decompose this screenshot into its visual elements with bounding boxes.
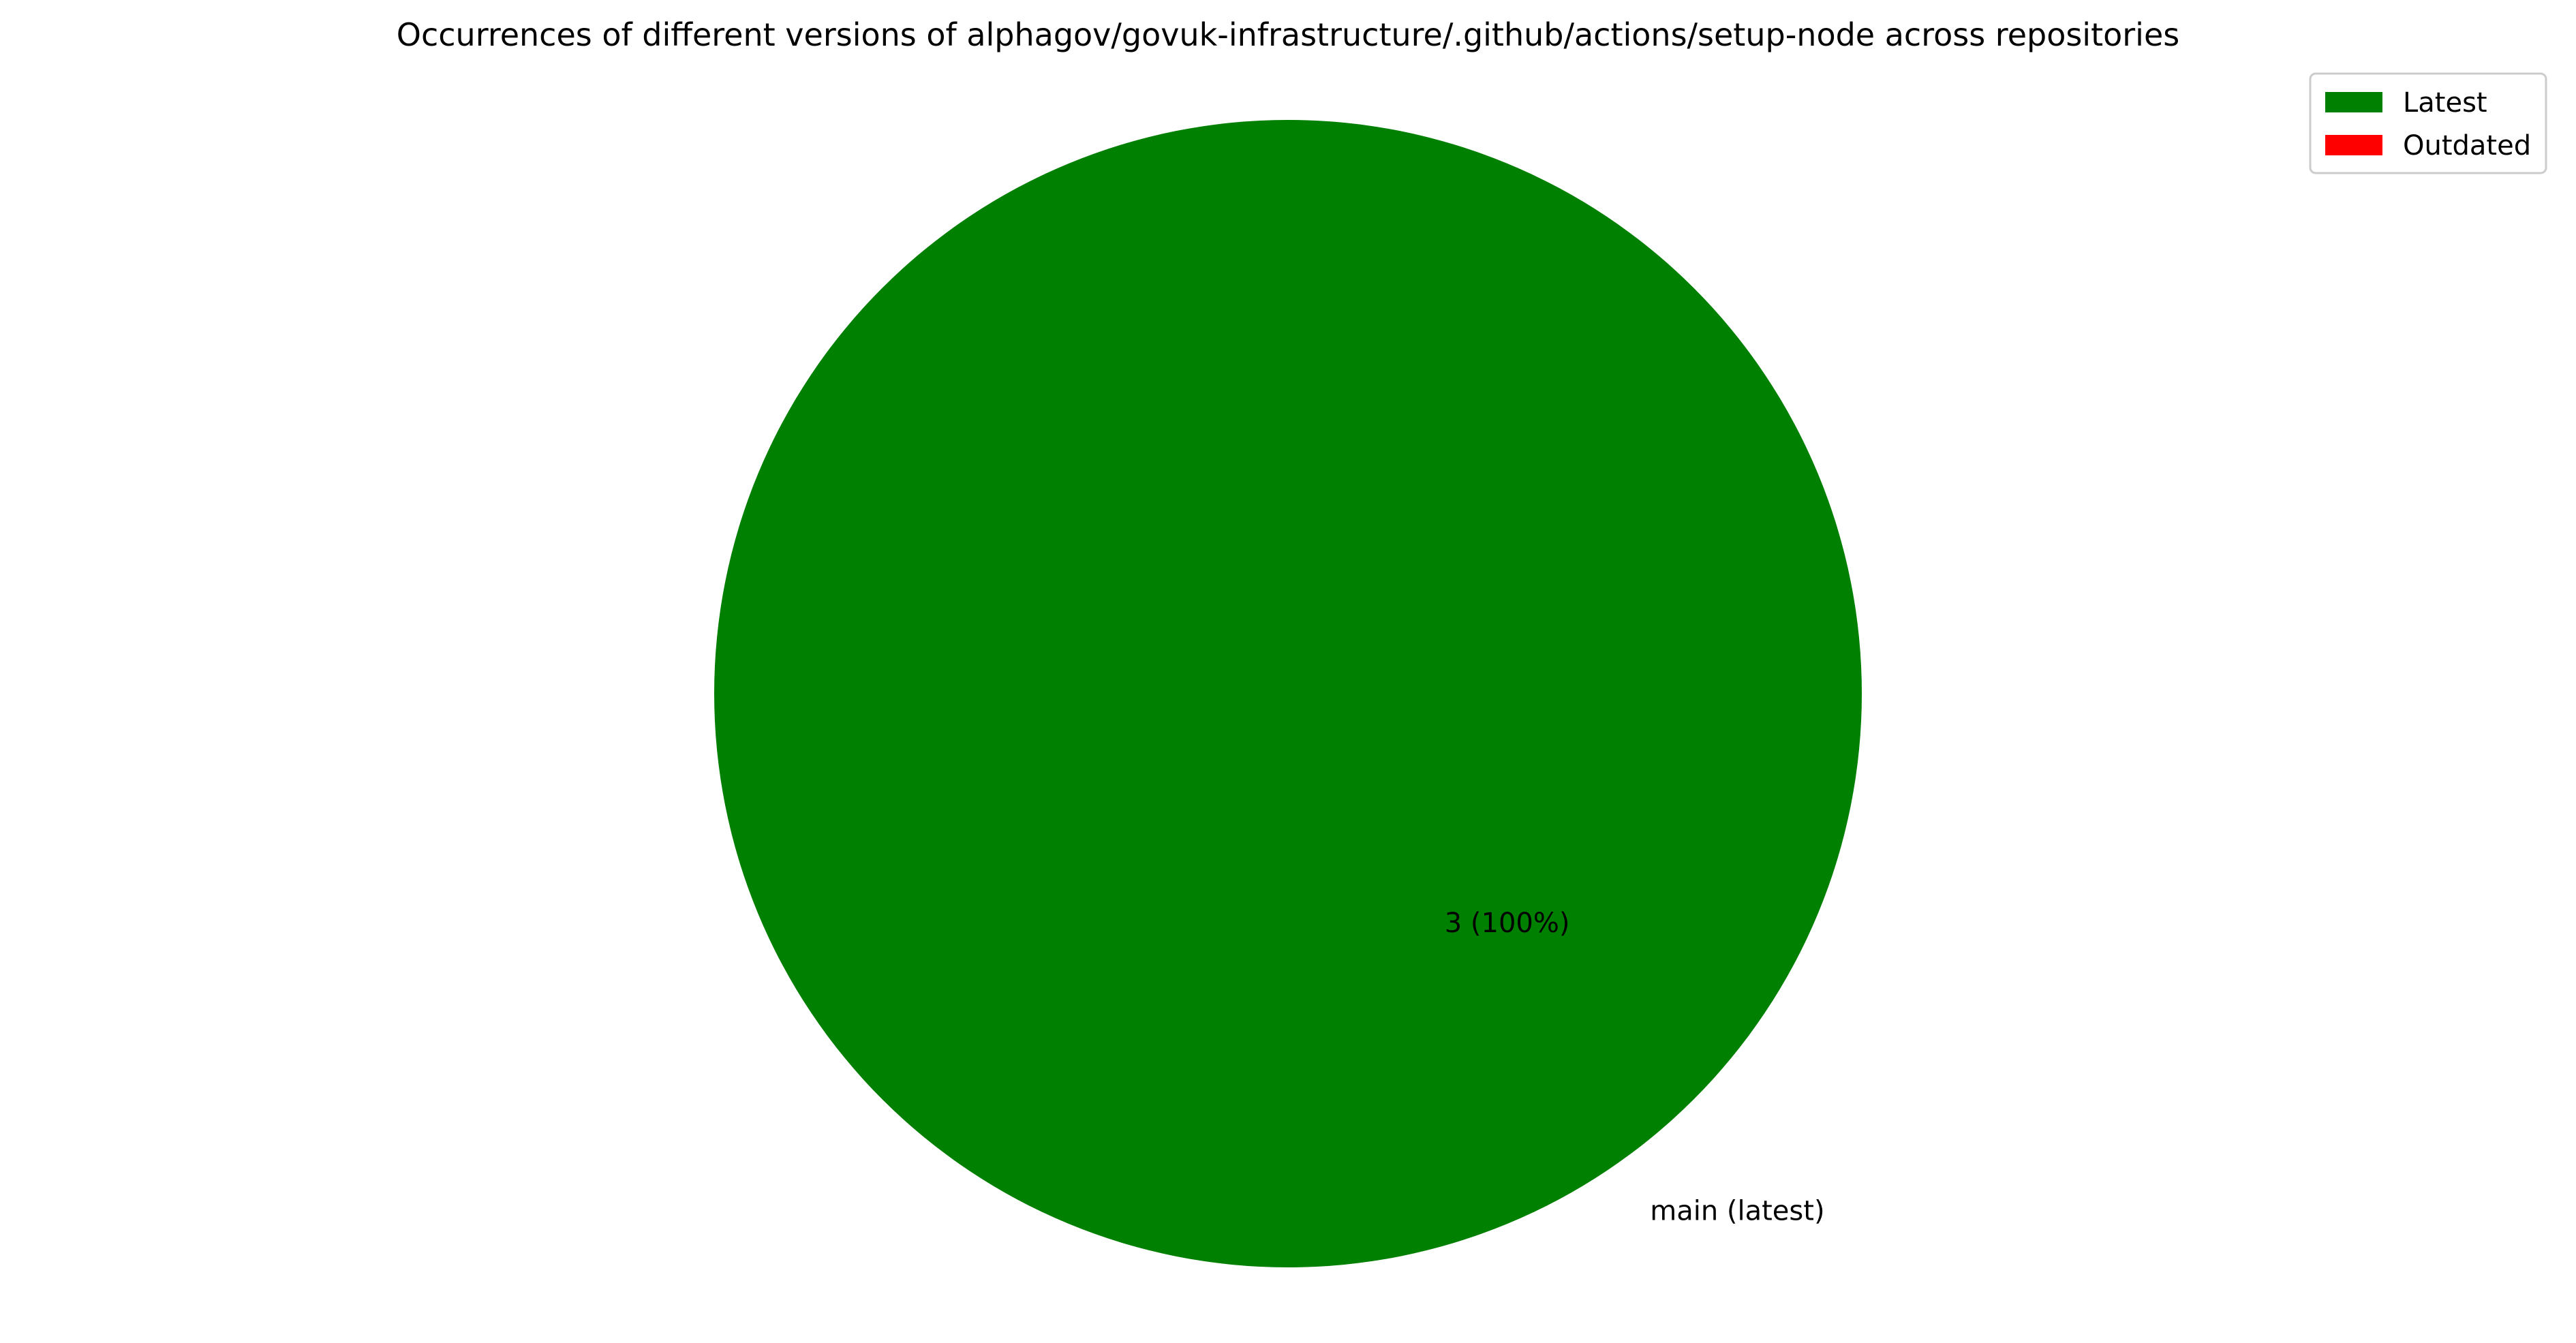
legend-swatch-outdated bbox=[2325, 135, 2382, 155]
legend: Latest Outdated bbox=[2309, 72, 2547, 174]
pie-slices bbox=[714, 120, 1862, 1267]
legend-swatch-latest bbox=[2325, 92, 2382, 112]
chart-title: Occurrences of different versions of alp… bbox=[397, 16, 2179, 53]
legend-label-outdated: Outdated bbox=[2403, 130, 2531, 161]
pie-slice bbox=[714, 120, 1862, 1267]
legend-label-latest: Latest bbox=[2403, 87, 2487, 119]
slice-label: main (latest) bbox=[1650, 1196, 1824, 1227]
pie-labels: main (latest) 3 (100%) bbox=[1445, 908, 1825, 1227]
slice-value-label: 3 (100%) bbox=[1445, 908, 1570, 939]
